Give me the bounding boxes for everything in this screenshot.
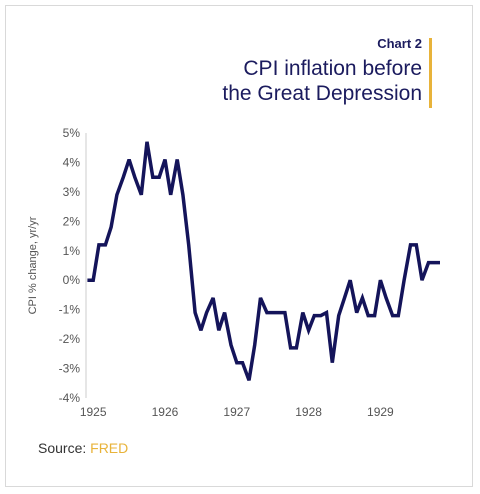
source-label: Source:: [38, 440, 87, 456]
y-tick-label: -4%: [59, 391, 81, 405]
source-line: Source: FRED: [38, 440, 128, 456]
series-group: [87, 141, 440, 381]
chart-card: Chart 2 CPI inflation before the Great D…: [5, 5, 473, 487]
y-tick-label: 4%: [63, 155, 81, 169]
chart-number-label: Chart 2: [377, 36, 422, 51]
y-tick-label: 3%: [63, 185, 81, 199]
y-tick-label: 0%: [63, 273, 81, 287]
title-accent-bar: [429, 38, 432, 108]
y-tick-label: 2%: [63, 214, 81, 228]
cpi-series-line: [87, 141, 440, 381]
y-tick-label: -1%: [59, 303, 81, 317]
chart-title: CPI inflation before the Great Depressio…: [222, 57, 422, 105]
x-tick-label: 1926: [152, 405, 179, 419]
y-tick-label: -3%: [59, 362, 81, 376]
y-tick-label: -2%: [59, 332, 81, 346]
x-tick-label: 1927: [223, 405, 250, 419]
source-link[interactable]: FRED: [90, 440, 129, 456]
x-tick-labels: 1925 1926 1927 1928 1929: [80, 405, 394, 419]
y-axis-label: CPI % change, yr/yr: [27, 216, 39, 314]
chart-header: Chart 2 CPI inflation before the Great D…: [222, 36, 432, 108]
x-tick-label: 1928: [295, 405, 322, 419]
x-tick-label: 1925: [80, 405, 107, 419]
x-tick-label: 1929: [367, 405, 394, 419]
y-tick-label: 1%: [63, 244, 81, 258]
y-tick-labels: 5% 4% 3% 2% 1% 0% -1% -2% -3% -4%: [59, 126, 81, 405]
y-tick-label: 5%: [63, 126, 81, 140]
